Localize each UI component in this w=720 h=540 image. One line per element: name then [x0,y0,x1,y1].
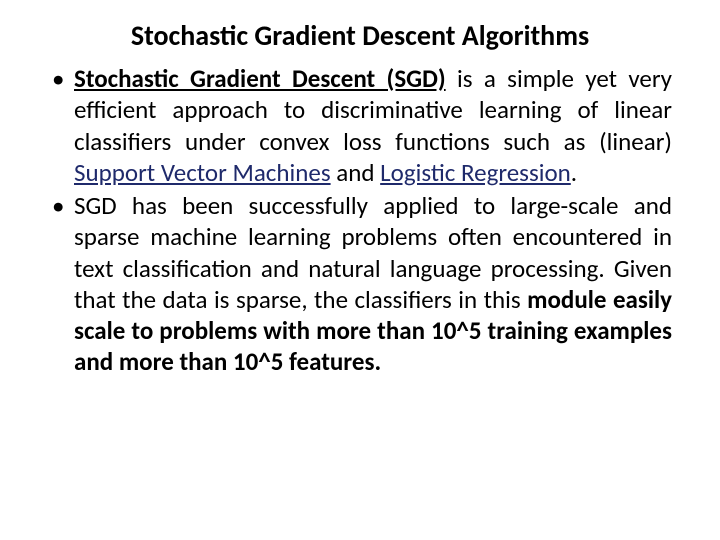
bullet-text: SGD has been successfully applied to lar… [74,190,672,378]
bullet-marker-icon: • [48,190,74,221]
slide: Stochastic Gradient Descent Algorithms •… [0,0,720,540]
bullet-item: • Stochastic Gradient Descent (SGD) is a… [48,63,672,188]
text-segment: and [331,157,381,188]
slide-content: • Stochastic Gradient Descent (SGD) is a… [40,63,680,378]
bullet-item: • SGD has been successfully applied to l… [48,190,672,378]
bullet-marker-icon: • [48,63,74,94]
text-segment: Stochastic Gradient Descent (SGD) [74,63,446,94]
text-segment: . [571,157,577,188]
slide-title: Stochastic Gradient Descent Algorithms [40,18,680,53]
link-svm[interactable]: Support Vector Machines [74,157,331,188]
link-logistic-regression[interactable]: Logistic Regression [380,157,571,188]
bullet-text: Stochastic Gradient Descent (SGD) is a s… [74,63,672,188]
